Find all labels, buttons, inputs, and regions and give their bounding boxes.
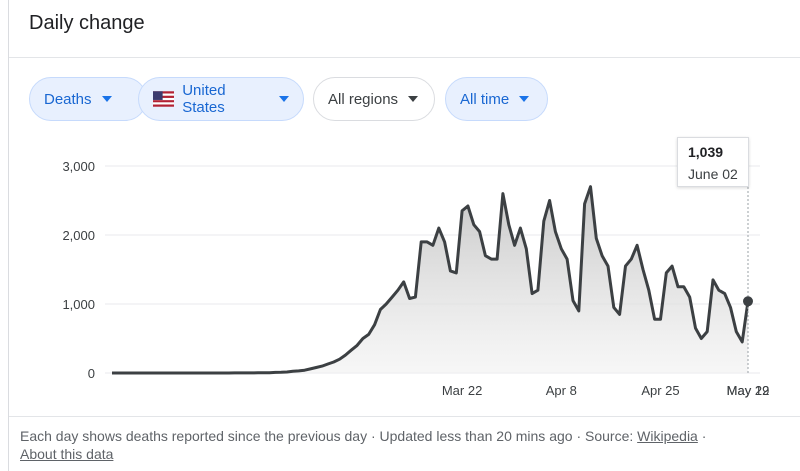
- value-tooltip: 1,039 June 02: [677, 137, 749, 187]
- tooltip-date: June 02: [688, 166, 738, 182]
- tooltip-value: 1,039: [688, 144, 724, 160]
- caret-down-icon: [408, 96, 419, 102]
- footer-source-label: · Source:: [576, 428, 634, 444]
- about-data-link[interactable]: About this data: [20, 446, 114, 462]
- country-filter-label: United States: [182, 82, 226, 116]
- x-tick-label: May 12: [727, 383, 770, 398]
- x-tick-label: May 29: [727, 383, 770, 398]
- metric-filter-dropdown[interactable]: Deaths: [29, 77, 147, 121]
- series-area: [112, 186, 748, 373]
- source-link[interactable]: Wikipedia: [637, 428, 698, 444]
- header-divider: [9, 57, 800, 58]
- x-tick-label: Apr 8: [546, 383, 577, 398]
- time-filter-label: All time: [460, 90, 510, 108]
- country-filter-dropdown[interactable]: United States: [138, 77, 304, 121]
- y-tick-label: 3,000: [62, 159, 95, 174]
- region-filter-dropdown[interactable]: All regions: [313, 77, 435, 121]
- y-tick-label: 2,000: [62, 228, 95, 243]
- footer-separator: ·: [701, 428, 707, 444]
- x-tick-label: Mar 22: [442, 383, 482, 398]
- caret-down-icon: [519, 96, 530, 102]
- x-tick-label: Apr 25: [641, 383, 679, 398]
- highlight-point[interactable]: [743, 296, 753, 307]
- us-flag-icon: [153, 91, 175, 107]
- series-line: [112, 185, 750, 375]
- metric-filter-label: Deaths: [44, 90, 92, 108]
- caret-down-icon: [101, 96, 112, 102]
- footer-description: Each day shows deaths reported since the…: [20, 428, 573, 444]
- caret-down-icon: [279, 96, 289, 102]
- daily-change-card: Daily change Deaths United States All re…: [8, 0, 800, 471]
- y-tick-label: 0: [88, 366, 95, 381]
- card-title: Daily change: [29, 12, 145, 34]
- time-filter-dropdown[interactable]: All time: [445, 77, 548, 121]
- footer-note: Each day shows deaths reported since the…: [20, 427, 780, 463]
- footer-divider: [9, 416, 800, 417]
- y-tick-label: 1,000: [62, 297, 95, 312]
- region-filter-label: All regions: [328, 90, 399, 108]
